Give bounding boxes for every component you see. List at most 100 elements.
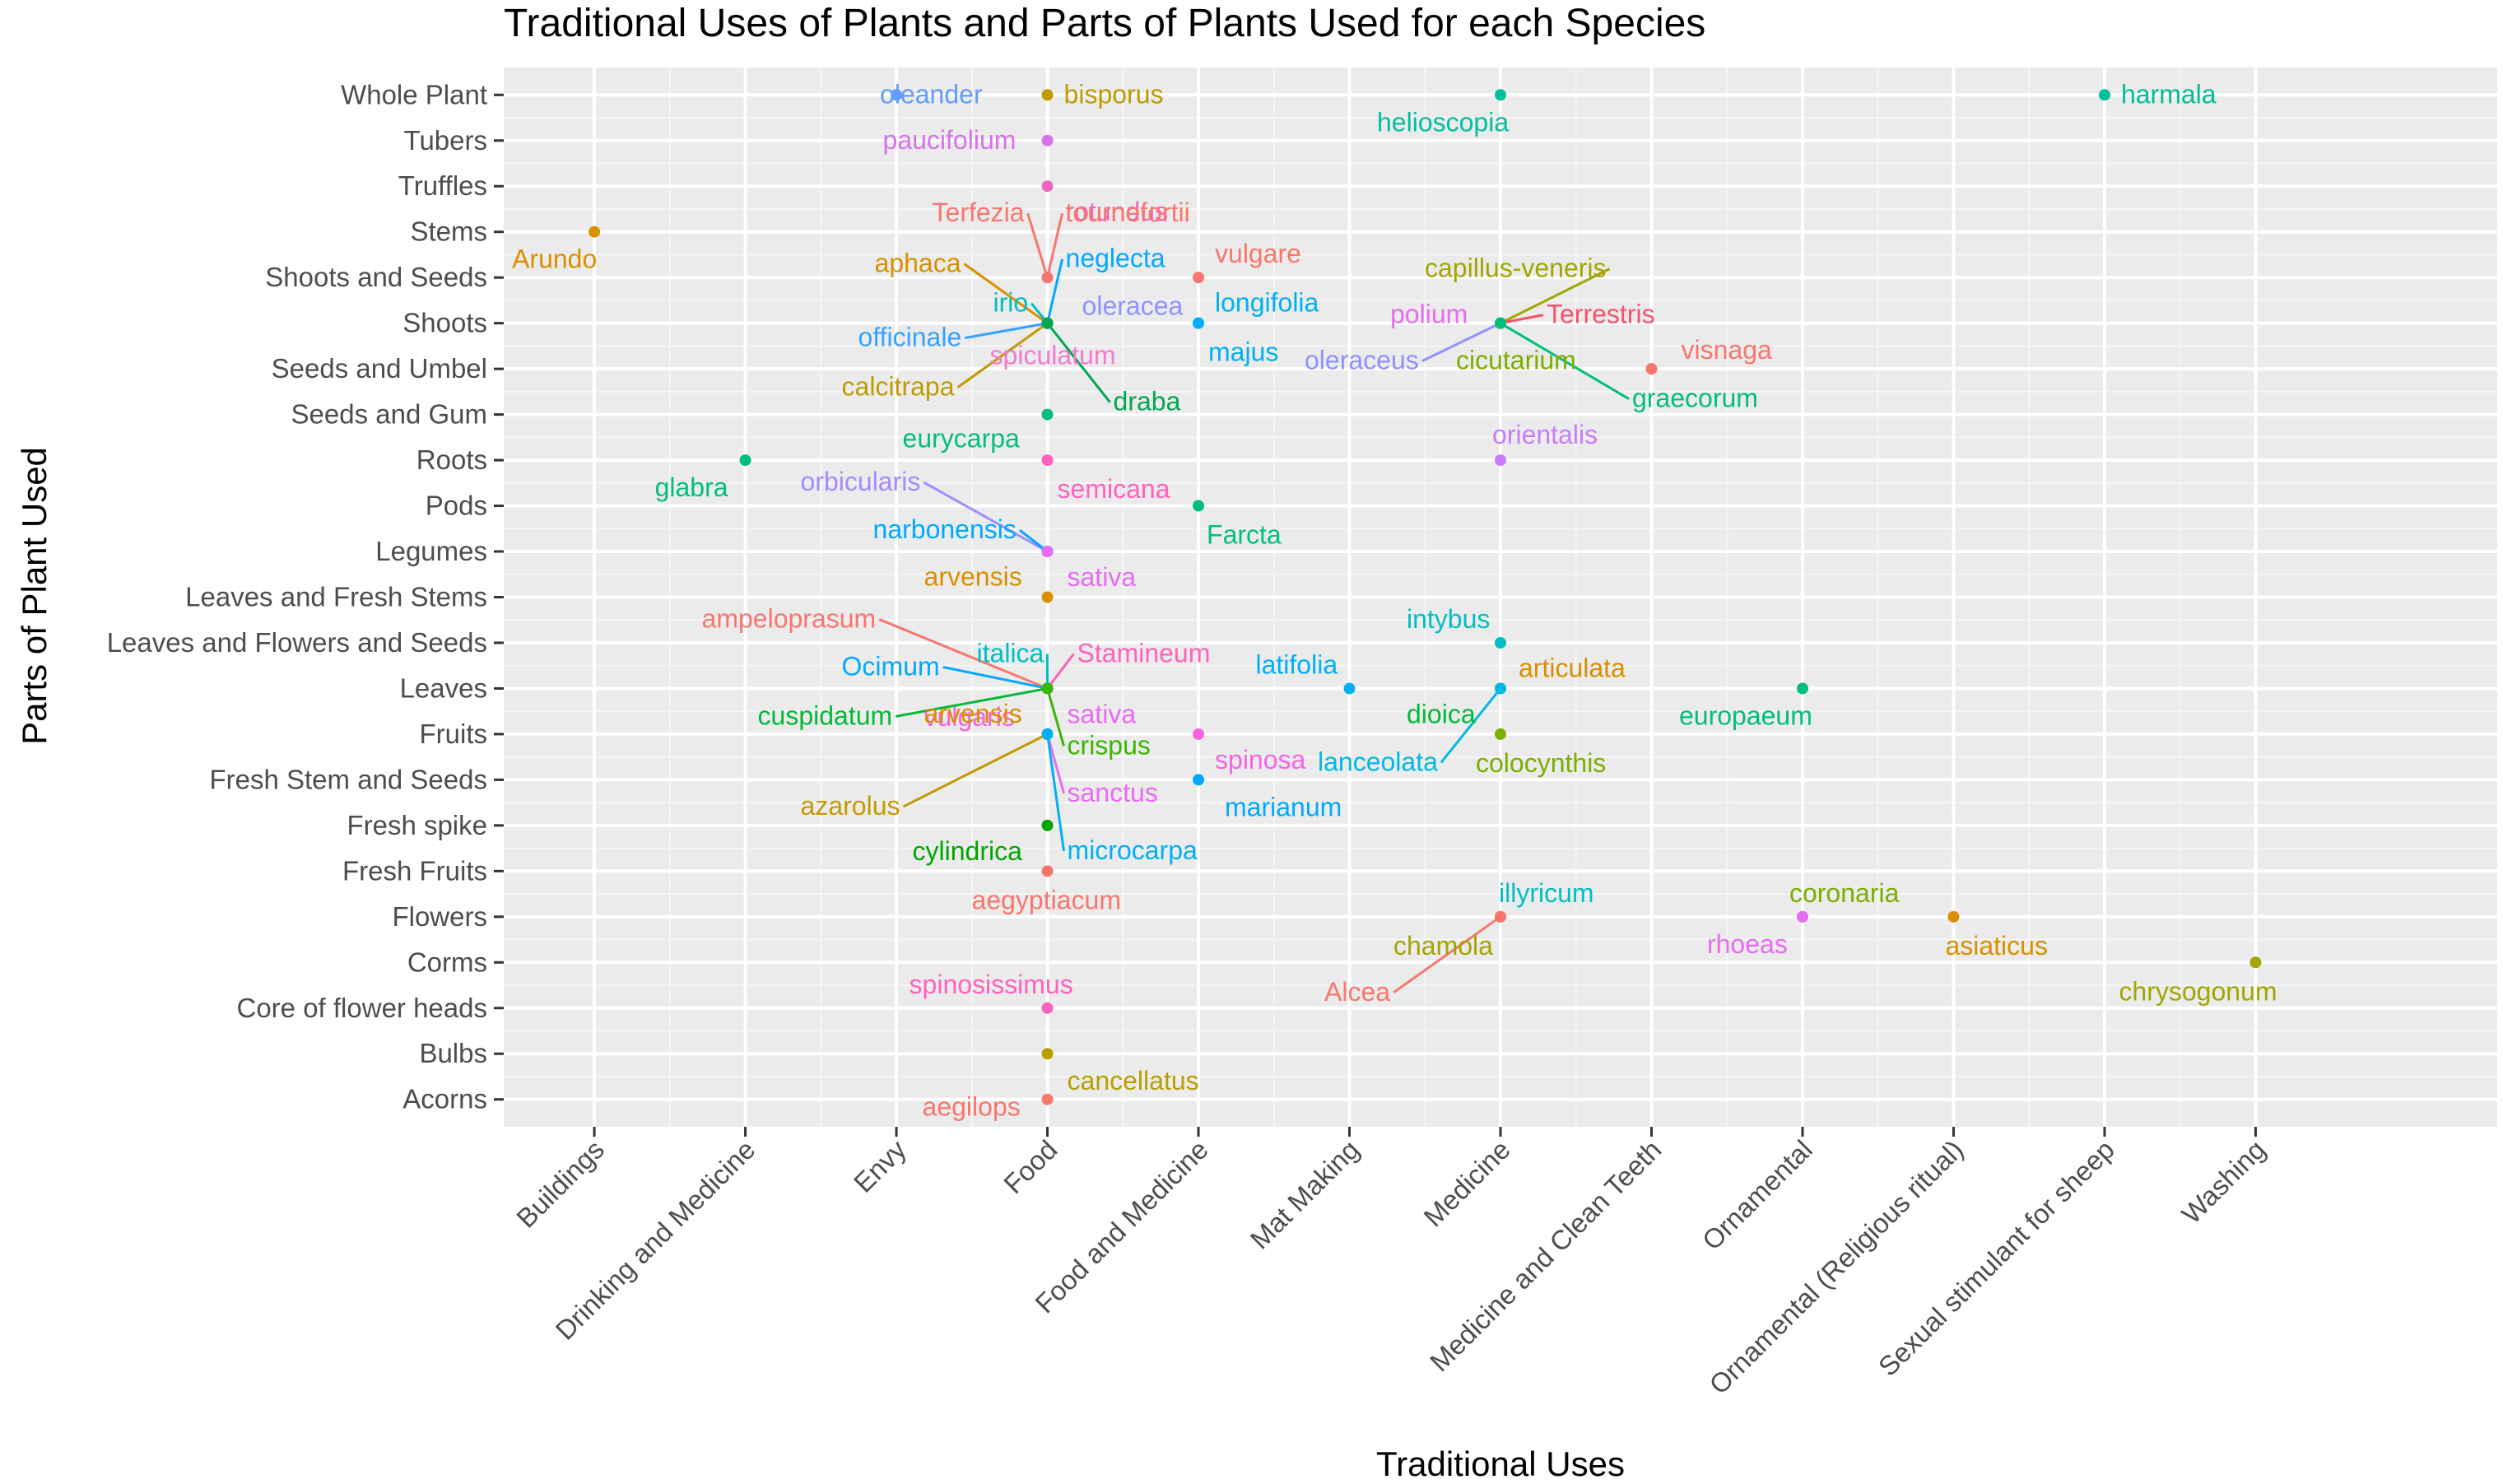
- leader-line: [1018, 528, 1049, 553]
- data-point: [1495, 910, 1506, 923]
- point-label-asiaticus: asiaticus: [1945, 931, 2048, 961]
- point-label-orientalis: orientalis: [1492, 420, 1598, 449]
- data-point: [1041, 728, 1054, 740]
- leader-line: [942, 665, 1048, 690]
- y-tick-label: Fresh Stem and Seeds: [209, 764, 487, 794]
- data-point: [1041, 180, 1054, 193]
- data-point: [1193, 500, 1205, 512]
- point-label-rotundus: rotundus: [1066, 197, 1169, 226]
- point-label-cancellatus: cancellatus: [1068, 1066, 1199, 1096]
- point-label-spiculatum: spiculatum: [990, 341, 1116, 370]
- leader-line: [1440, 687, 1502, 764]
- leader-line: [1421, 322, 1501, 363]
- y-tick-label: Leaves: [400, 672, 487, 703]
- y-tick-label: Fruits: [420, 719, 488, 749]
- point-label-dioica: dioica: [1407, 699, 1476, 728]
- data-point: [2098, 89, 2110, 101]
- leader-line: [1026, 212, 1049, 278]
- point-label-graecorum: graecorum: [1632, 384, 1758, 413]
- leader-line: [1046, 212, 1064, 278]
- point-label-arvensis: arvensis: [924, 699, 1022, 728]
- data-point: [1495, 728, 1506, 740]
- point-label-semicana: semicana: [1058, 474, 1170, 504]
- point-label-italica: italica: [977, 638, 1044, 668]
- leader-line: [1500, 314, 1544, 325]
- point-label-vulgare: vulgare: [1215, 239, 1301, 268]
- point-label-chamola: chamola: [1393, 931, 1493, 961]
- point-label-microcarpa: microcarpa: [1068, 835, 1198, 865]
- data-point: [1041, 454, 1054, 467]
- leader-line: [1046, 322, 1111, 403]
- y-tick-label: Corms: [407, 947, 487, 977]
- point-label-intybus: intybus: [1407, 604, 1490, 634]
- y-tick-label: Roots: [416, 444, 487, 475]
- data-point: [1041, 819, 1054, 831]
- data-point: [1041, 865, 1054, 877]
- leader-line: [1046, 653, 1075, 690]
- data-point: [1041, 682, 1054, 695]
- leader-line: [1500, 322, 1630, 400]
- y-tick-label: Pods: [426, 491, 487, 521]
- point-label-lanceolata: lanceolata: [1318, 747, 1438, 776]
- y-tick-label: Stems: [410, 216, 487, 247]
- data-point: [1041, 317, 1054, 329]
- data-point: [1041, 1048, 1054, 1060]
- point-label-glabra: glabra: [655, 472, 728, 502]
- data-point: [2249, 956, 2262, 969]
- data-point: [1495, 317, 1506, 329]
- data-point: [1041, 1093, 1054, 1105]
- leader-line: [1046, 733, 1066, 852]
- point-label-ampeloprasum: ampeloprasum: [702, 603, 877, 633]
- label-leader-lines: [878, 212, 1630, 994]
- point-label-sativa: sativa: [1068, 699, 1137, 728]
- point-label-aphaca: aphaca: [875, 249, 961, 278]
- y-axis-title: Parts of Plant Used: [15, 447, 54, 745]
- data-point: [1041, 134, 1054, 147]
- leader-line: [1500, 267, 1611, 324]
- point-label-cicutarium: cicutarium: [1456, 346, 1576, 375]
- point-label-arundo: Arundo: [512, 244, 597, 274]
- point-label-officinale: officinale: [858, 323, 962, 352]
- data-point: [1193, 774, 1205, 786]
- leader-line: [1046, 258, 1064, 323]
- point-label-majus: majus: [1208, 337, 1278, 367]
- point-label-marianum: marianum: [1225, 792, 1342, 821]
- leader-line: [964, 322, 1048, 340]
- point-label-aegilops: aegilops: [923, 1092, 1021, 1122]
- data-point: [1041, 1002, 1054, 1014]
- data-point: [1041, 591, 1054, 603]
- y-tick-label: Seeds and Umbel: [272, 353, 487, 384]
- point-label-neglecta: neglecta: [1066, 244, 1165, 273]
- y-tick-label: Core of flower heads: [237, 993, 488, 1023]
- leader-line: [1046, 733, 1065, 794]
- y-tick-label: Legumes: [375, 536, 487, 566]
- point-label-articulata: articulata: [1519, 653, 1626, 682]
- y-tick-label: Seeds and Gum: [291, 399, 487, 430]
- point-label-terrestris: Terrestris: [1547, 300, 1655, 329]
- point-label-paucifolium: paucifolium: [883, 125, 1017, 155]
- point-label-spinosissimus: spinosissimus: [910, 970, 1073, 999]
- leader-line: [956, 322, 1049, 388]
- leader-line: [878, 618, 1049, 690]
- data-point: [1343, 682, 1356, 695]
- data-point: [1796, 910, 1808, 923]
- point-label-cylindrica: cylindrica: [913, 836, 1023, 866]
- data-point: [1193, 272, 1205, 284]
- data-point: [1041, 272, 1054, 284]
- point-label-oleracea: oleracea: [1082, 291, 1184, 321]
- data-point: [891, 89, 903, 101]
- point-label-latifolia: latifolia: [1256, 649, 1338, 679]
- y-tick-label: Tubers: [404, 125, 487, 156]
- point-label-stamineum: Stamineum: [1077, 638, 1211, 668]
- y-tick-label: Truffles: [398, 170, 487, 201]
- data-point: [1947, 910, 1960, 923]
- y-tick-label: Bulbs: [419, 1038, 487, 1068]
- y-tick-label: Shoots and Seeds: [265, 262, 487, 292]
- point-label-sanctus: sanctus: [1068, 778, 1158, 807]
- data-point: [589, 226, 601, 238]
- leader-line: [1046, 688, 1065, 747]
- point-label-farcta: Farcta: [1207, 520, 1282, 550]
- data-point: [1041, 89, 1054, 101]
- data-point: [1796, 682, 1808, 695]
- point-label-arvensis: arvensis: [924, 562, 1022, 592]
